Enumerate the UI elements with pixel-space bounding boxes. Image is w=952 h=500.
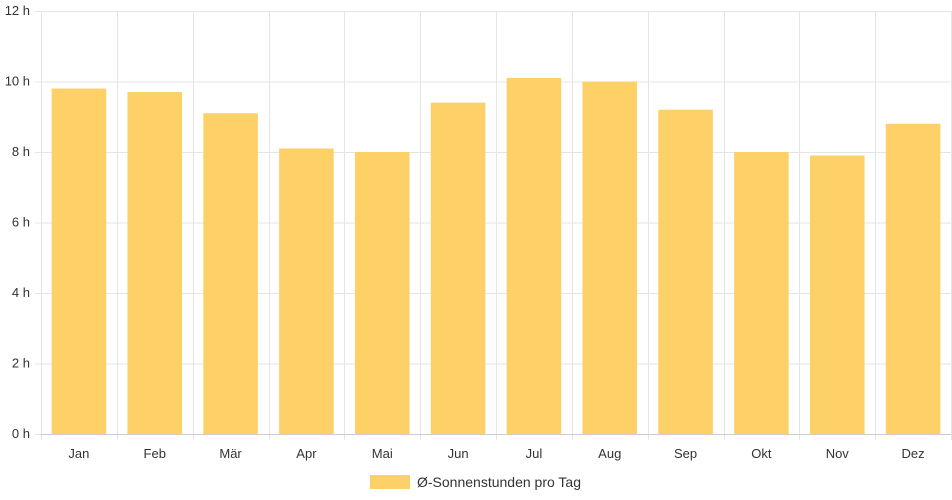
x-tick-label: Nov	[826, 446, 850, 461]
x-tick-label: Jun	[448, 446, 469, 461]
x-tick-label: Mär	[219, 446, 242, 461]
x-axis-tick-labels: Jan Feb Mär Apr Mai Jun Jul Aug Sep Okt Nov Dez	[68, 446, 924, 461]
y-tick-label: 0 h	[12, 426, 30, 441]
x-tick-label: Apr	[296, 446, 317, 461]
bar-jul[interactable]	[506, 77, 562, 434]
legend-swatch	[370, 475, 410, 489]
bar-jun[interactable]	[430, 102, 486, 435]
x-tick-label: Aug	[598, 446, 621, 461]
bar-mai[interactable]	[354, 152, 410, 434]
bar-nov[interactable]	[809, 155, 865, 434]
y-tick-label: 6 h	[12, 215, 30, 230]
bar-feb[interactable]	[127, 92, 183, 434]
bar-okt[interactable]	[734, 152, 789, 434]
bar-apr[interactable]	[279, 148, 334, 434]
y-tick-label: 12 h	[5, 3, 30, 18]
y-tick-label: 4 h	[12, 285, 30, 300]
x-tick-label: Jan	[68, 446, 89, 461]
y-axis-tick-labels: 0 h 2 h 4 h 6 h 8 h 10 h 12 h	[5, 3, 30, 441]
legend[interactable]: Ø-Sonnenstunden pro Tag	[370, 474, 581, 490]
bar-aug[interactable]	[582, 81, 638, 435]
x-tick-label: Mai	[372, 446, 393, 461]
x-tick-label: Okt	[751, 446, 772, 461]
x-tick-label: Sep	[674, 446, 697, 461]
y-tick-label: 10 h	[5, 74, 30, 89]
y-tick-label: 8 h	[12, 144, 30, 159]
bar-dez[interactable]	[885, 123, 941, 435]
x-tick-label: Dez	[902, 446, 925, 461]
bar-jan[interactable]	[51, 88, 107, 435]
x-tick-label: Feb	[144, 446, 166, 461]
y-tick-label: 2 h	[12, 356, 30, 371]
legend-label: Ø-Sonnenstunden pro Tag	[417, 474, 581, 490]
bar-mär[interactable]	[203, 113, 258, 434]
bar-sep[interactable]	[658, 109, 713, 434]
x-tick-label: Jul	[526, 446, 543, 461]
grid-lines	[35, 11, 952, 440]
bars	[51, 77, 941, 435]
